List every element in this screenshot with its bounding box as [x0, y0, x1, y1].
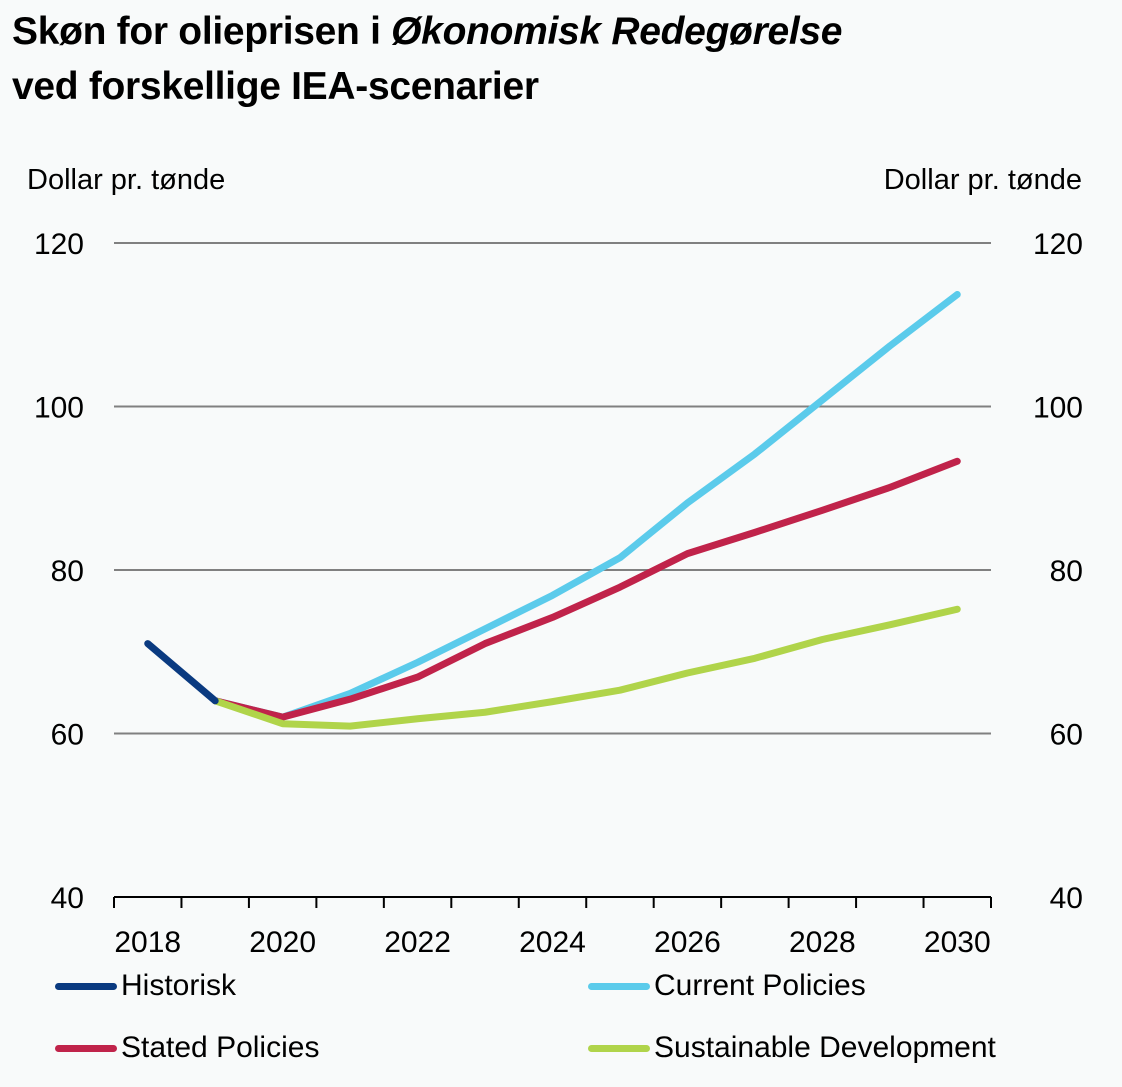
x-tick-2022: 2022	[384, 926, 451, 959]
legend-item-current-policies: Current Policies	[588, 968, 866, 1004]
series-lines	[144, 291, 961, 730]
legend-label: Historisk	[121, 969, 237, 1002]
y-tick-right-60: 60	[1050, 719, 1083, 752]
series-line-sustainable-development	[211, 605, 961, 730]
gridlines	[114, 242, 991, 735]
y-tick-left-120: 120	[34, 228, 84, 261]
x-tick-2020: 2020	[249, 926, 316, 959]
right-axis-unit-label: Dollar pr. tønde	[883, 164, 1082, 196]
x-tick-2030: 2030	[924, 926, 991, 959]
series-line-current-policies	[211, 291, 961, 721]
title-publication: Økonomisk Redegørelse	[391, 10, 843, 53]
legend-label: Sustainable Development	[654, 1031, 996, 1064]
legend-label: Stated Policies	[121, 1031, 320, 1064]
legend-item-historisk: Historisk	[55, 968, 236, 1004]
legend-item-stated-policies: Stated Policies	[55, 1030, 319, 1066]
x-tick-2026: 2026	[654, 926, 721, 959]
y-tick-left-40: 40	[51, 882, 84, 915]
series-line-historisk	[144, 640, 219, 705]
y-tick-left-80: 80	[51, 555, 84, 588]
y-tick-left-100: 100	[34, 392, 84, 425]
legend-label: Current Policies	[654, 969, 866, 1002]
series-line-stated-policies	[211, 457, 961, 721]
x-tick-2024: 2024	[519, 926, 586, 959]
title-line2: ved forskellige IEA-scenarier	[12, 65, 539, 108]
y-tick-right-80: 80	[1050, 555, 1083, 588]
legend-swatch	[55, 1044, 117, 1052]
legend-item-sustainable-development: Sustainable Development	[588, 1030, 996, 1066]
x-axis-tick-labels: 2018 2020 2022 2024 2026 2028 2030	[114, 926, 990, 959]
left-axis-unit-label: Dollar pr. tønde	[27, 164, 226, 196]
x-tick-2018: 2018	[114, 926, 181, 959]
x-axis	[113, 896, 992, 908]
legend-swatch	[588, 1044, 650, 1052]
chart-title: Skøn for olieprisen i Økonomisk Redegøre…	[12, 4, 842, 114]
right-y-axis-tick-labels: 40 60 80 100 120	[1033, 228, 1083, 915]
legend-swatch	[55, 982, 117, 990]
left-y-axis-tick-labels: 40 60 80 100 120	[34, 228, 84, 915]
y-tick-left-60: 60	[51, 719, 84, 752]
y-tick-right-40: 40	[1050, 882, 1083, 915]
y-tick-right-100: 100	[1033, 392, 1083, 425]
legend-swatch	[588, 982, 650, 990]
x-tick-2028: 2028	[789, 926, 856, 959]
y-tick-right-120: 120	[1033, 228, 1083, 261]
title-part1: Skøn for olieprisen i	[12, 10, 392, 53]
